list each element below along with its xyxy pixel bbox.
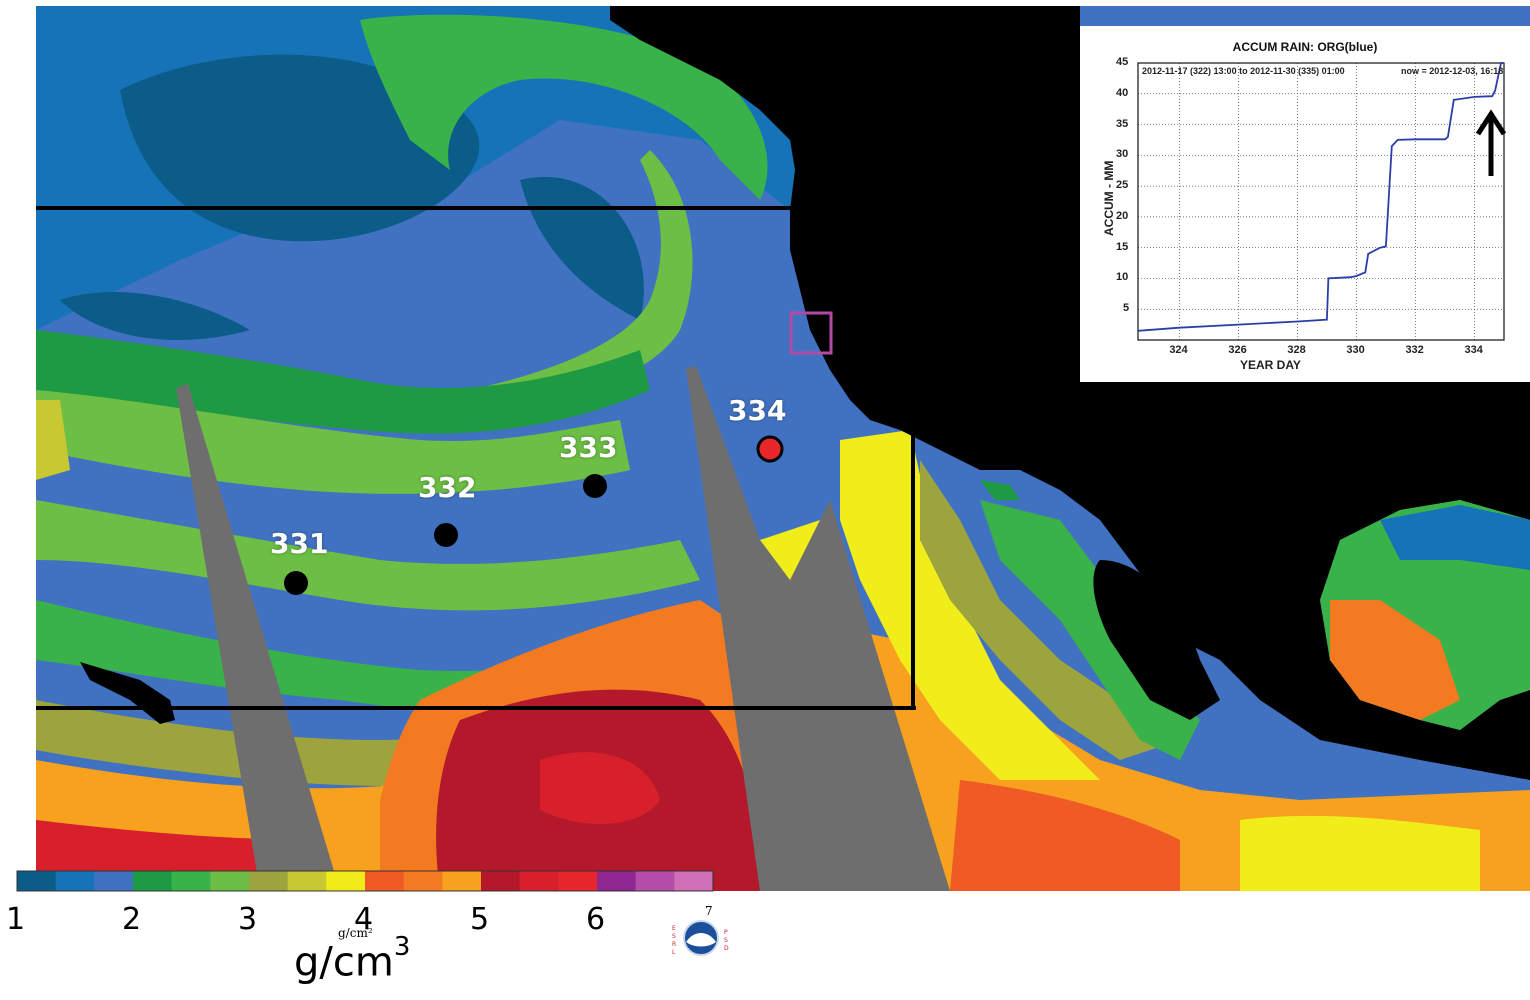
inset-x-tick-label: 324 <box>1169 344 1188 356</box>
inset-y-tick-label: 40 <box>1116 86 1129 99</box>
svg-text:L: L <box>672 949 676 956</box>
colorbar-swatch <box>133 871 173 891</box>
colorbar-end-label: 7 <box>705 904 713 918</box>
track-label-334: 334 <box>728 394 787 427</box>
colorbar <box>16 870 714 892</box>
colorbar-swatch <box>287 871 327 891</box>
colorbar-label: 6 <box>586 902 606 937</box>
colorbar-swatch <box>674 871 714 891</box>
svg-text:S: S <box>724 937 728 944</box>
track-marker-333 <box>583 474 607 498</box>
inset-x-tick-label: 332 <box>1405 344 1424 356</box>
inset-range-text: 2012-11-17 (322) 13:00 to 2012-11-30 (33… <box>1142 66 1345 76</box>
track-label-331: 331 <box>270 527 329 560</box>
colorbar-label: 1 <box>6 902 26 937</box>
inset-x-tick-label: 334 <box>1464 344 1483 356</box>
colorbar-swatch <box>249 871 289 891</box>
svg-text:E: E <box>672 925 676 932</box>
noaa-logo: E S R L P S D <box>672 920 729 956</box>
colorbar-label: 5 <box>470 902 490 937</box>
track-marker-331 <box>284 571 308 595</box>
track-marker-332 <box>434 523 458 547</box>
inset-y-tick-label: 30 <box>1116 148 1129 161</box>
svg-text:R: R <box>672 941 676 948</box>
svg-text:S: S <box>672 933 676 940</box>
colorbar-swatch <box>481 871 521 891</box>
colorbar-swatch <box>55 871 95 891</box>
colorbar-swatch <box>519 871 559 891</box>
colorbar-swatch <box>635 871 675 891</box>
svg-text:P: P <box>724 929 728 936</box>
colorbar-swatch <box>558 871 598 891</box>
inset-title: ACCUM RAIN: ORG(blue) <box>1232 40 1378 54</box>
colorbar-swatch <box>326 871 366 891</box>
colorbar-swatch <box>94 871 134 891</box>
colorbar-swatch <box>365 871 405 891</box>
colorbar-small-unit: g/cm² <box>338 926 373 940</box>
inset-y-tick-label: 10 <box>1116 271 1129 284</box>
inset-y-tick-label: 35 <box>1116 117 1129 130</box>
colorbar-swatch <box>17 871 57 891</box>
inset-now-text: now = 2012-12-03, 16:18 <box>1401 66 1504 76</box>
colorbar-swatch <box>597 871 637 891</box>
inset-y-tick-label: 20 <box>1116 209 1129 222</box>
inset-x-tick-label: 328 <box>1287 344 1306 356</box>
colorbar-swatch <box>442 871 482 891</box>
colorbar-label: 3 <box>238 902 258 937</box>
colorbar-frame <box>16 870 714 892</box>
inset-y-tick-label: 25 <box>1116 179 1129 192</box>
inset-series-line <box>1137 62 1504 332</box>
svg-text:D: D <box>724 945 729 952</box>
arrow-icon <box>1475 109 1507 176</box>
track-marker-334 <box>756 435 784 463</box>
rain-accumulation-inset: ACCUM RAIN: ORG(blue) 2012-11-17 (322) 1… <box>1080 26 1530 382</box>
colorbar-swatch <box>171 871 211 891</box>
site-marker-box <box>789 311 833 355</box>
colorbar-label: 2 <box>122 902 142 937</box>
colorbar-swatch <box>210 871 250 891</box>
inset-plot-frame <box>1137 62 1505 341</box>
unit-superscript: 3 <box>393 932 411 962</box>
inset-x-tick-label: 326 <box>1228 344 1247 356</box>
colorbar-label: 4 <box>354 902 374 937</box>
inset-y-tick-label: 5 <box>1123 302 1130 315</box>
inset-y-tick-label: 45 <box>1116 56 1129 68</box>
unit-label: g/cm3 <box>294 932 410 986</box>
inset-y-tick-label: 15 <box>1116 240 1129 253</box>
track-label-332: 332 <box>418 471 477 504</box>
inset-y-axis-label: ACCUM - MM <box>1102 160 1116 236</box>
track-label-333: 333 <box>559 431 618 464</box>
inset-x-axis-label: YEAR DAY <box>1240 358 1301 372</box>
inset-x-tick-label: 330 <box>1346 344 1365 356</box>
colorbar-swatch <box>403 871 443 891</box>
unit-main: g/cm <box>294 939 394 986</box>
inset-plot <box>1137 62 1507 341</box>
